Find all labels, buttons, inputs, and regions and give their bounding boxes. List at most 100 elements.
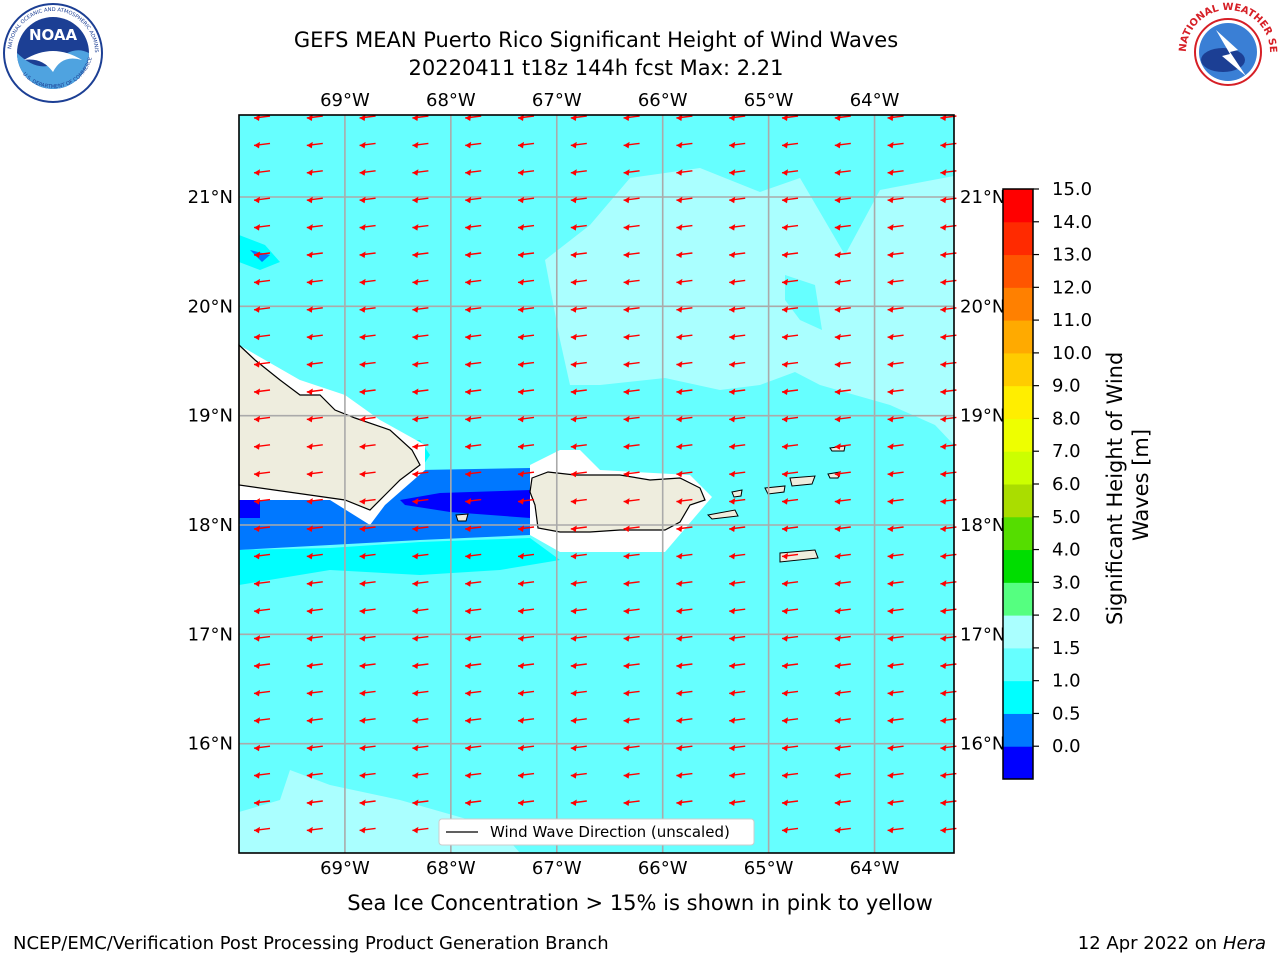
colorbar-tick-label: 10.0 [1052, 343, 1092, 364]
wind-wave-arrow [781, 826, 799, 834]
legend-label: Wind Wave Direction (unscaled) [490, 823, 730, 841]
wind-wave-arrow [781, 580, 799, 587]
wind-wave-arrow [834, 196, 851, 204]
wind-wave-arrow [623, 772, 640, 779]
wind-wave-arrow [729, 251, 746, 258]
small-island [789, 475, 816, 487]
wind-wave-arrow [359, 470, 376, 478]
wind-wave-arrow [781, 114, 799, 121]
wind-wave-arrow [570, 388, 587, 395]
nws-logo-icon: NATIONAL WEATHER SERVICE [1176, 0, 1278, 102]
colorbar-tick-label: 1.0 [1052, 671, 1081, 692]
wind-wave-arrow [359, 306, 376, 313]
wind-wave-arrow [834, 470, 851, 478]
wind-wave-arrow [623, 552, 640, 560]
wind-wave-arrow [306, 525, 323, 532]
wind-wave-arrow [834, 744, 851, 752]
wind-wave-arrow [887, 470, 904, 478]
lat-label-right: 20°N [960, 296, 1005, 317]
wind-wave-arrow [676, 196, 693, 204]
wind-wave-arrow [253, 141, 271, 149]
wind-wave-arrow [359, 388, 376, 395]
wind-wave-arrow [676, 388, 693, 395]
wind-wave-arrow [412, 169, 429, 176]
wind-wave-arrow [517, 306, 535, 313]
wind-wave-arrow [729, 333, 746, 341]
wind-wave-arrow [676, 744, 693, 752]
wind-wave-arrow [253, 361, 271, 368]
wind-wave-arrow [306, 278, 323, 286]
wind-wave-arrow [729, 470, 746, 478]
wind-wave-arrow [834, 525, 851, 532]
small-island [779, 549, 819, 563]
wind-wave-arrow [306, 388, 323, 395]
wind-wave-arrow [729, 662, 746, 669]
wind-wave-arrow [887, 662, 904, 669]
wind-wave-arrow [834, 306, 851, 313]
wind-wave-arrow [623, 251, 640, 258]
wind-wave-arrow [623, 635, 640, 642]
lon-label-top: 64°W [850, 90, 900, 111]
colorbar-tick-label: 3.0 [1052, 572, 1081, 593]
wind-wave-arrow [517, 443, 535, 450]
lon-label-top: 65°W [744, 90, 794, 111]
wind-wave-arrow [570, 607, 587, 615]
wind-wave-arrow [465, 278, 482, 286]
wind-wave-arrow [729, 443, 746, 450]
wind-wave-arrow [359, 552, 376, 560]
wind-wave-arrow [729, 169, 746, 176]
wind-wave-arrow [781, 415, 799, 423]
wind-wave-arrow [412, 278, 429, 286]
wind-wave-arrow [623, 525, 640, 532]
lat-label-left: 21°N [188, 187, 233, 208]
noaa-logo-text: NOAA [29, 26, 78, 44]
wind-wave-arrow [570, 552, 587, 560]
wind-wave-arrow [359, 141, 376, 149]
wind-wave-arrow [253, 114, 271, 121]
colorbar-tick-label: 2.0 [1052, 605, 1081, 626]
wind-wave-arrow [781, 470, 799, 478]
wind-wave-arrow [834, 689, 851, 697]
lat-label-left: 18°N [188, 515, 233, 536]
wind-wave-arrow [517, 525, 535, 532]
wind-wave-arrow [570, 443, 587, 450]
wind-wave-arrow [465, 580, 482, 587]
wind-wave-arrow [887, 552, 904, 560]
wind-wave-arrow [359, 662, 376, 669]
wind-wave-arrow [253, 388, 271, 395]
wind-wave-arrow [306, 799, 323, 806]
wind-wave-arrow [253, 635, 271, 642]
wind-wave-arrow [729, 799, 746, 806]
colorbar-segment [1003, 320, 1033, 354]
lat-label-right: 18°N [960, 515, 1005, 536]
wind-wave-arrow [781, 607, 799, 615]
wind-wave-arrow [412, 388, 429, 395]
sea-ice-note: Sea Ice Concentration > 15% is shown in … [347, 891, 933, 915]
wind-wave-arrow [570, 169, 587, 176]
colorbar-tick-label: 6.0 [1052, 474, 1081, 495]
wind-wave-arrow [570, 662, 587, 669]
wind-wave-arrow [253, 607, 271, 615]
wind-wave-arrow [623, 141, 640, 149]
wind-wave-arrow [570, 278, 587, 286]
colorbar-segment [1003, 254, 1033, 288]
wind-wave-arrow [570, 799, 587, 806]
wind-wave-arrow [834, 826, 851, 834]
wind-wave-arrow [623, 689, 640, 697]
small-island [455, 513, 469, 522]
wind-wave-arrow [306, 169, 323, 176]
wind-wave-arrow [676, 772, 693, 779]
wind-wave-arrow [517, 141, 535, 149]
wind-wave-arrow [465, 169, 482, 176]
wind-wave-arrow [676, 361, 693, 368]
colorbar-tick-label: 4.0 [1052, 540, 1081, 561]
wind-wave-arrow [412, 635, 429, 642]
wind-wave-arrow [412, 196, 429, 204]
colorbar-segment [1003, 189, 1033, 223]
wind-wave-arrow [570, 689, 587, 697]
lat-label-left: 20°N [188, 296, 233, 317]
wind-wave-arrow [465, 361, 482, 368]
wind-wave-arrow [570, 251, 587, 258]
colorbar-segment [1003, 418, 1033, 452]
colorbar-tick-label: 9.0 [1052, 376, 1081, 397]
